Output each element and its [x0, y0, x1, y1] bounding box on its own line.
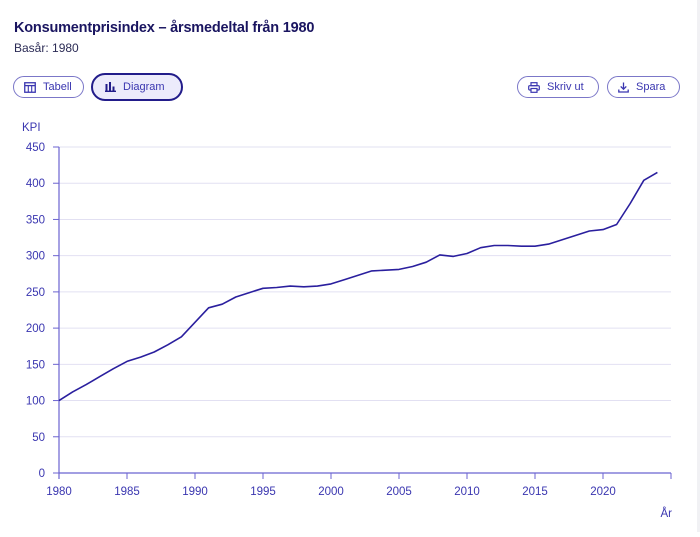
y-tick-label: 150 [26, 359, 45, 371]
y-tick-label: 300 [26, 251, 45, 263]
kpi-line-chart: 0 50 100 150 200 250 300 350 400 450 1980 1985 1990… [0, 110, 700, 532]
print-button[interactable]: Skriv ut [517, 76, 599, 98]
x-tick-label: 2015 [522, 486, 548, 498]
save-button[interactable]: Spara [607, 76, 680, 98]
save-label: Spara [636, 81, 666, 93]
x-axis-label: År [661, 507, 673, 520]
x-tick-label: 1990 [182, 486, 208, 498]
chart-canvas: 0 50 100 150 200 250 300 350 400 450 1980 1985 1990… [22, 122, 673, 520]
y-axis: 0 50 100 150 200 250 300 350 400 450 [26, 142, 60, 480]
x-tick-label: 1985 [114, 486, 140, 498]
bar-chart-icon [105, 82, 116, 92]
x-tick-label: 2005 [386, 486, 412, 498]
download-icon [618, 82, 629, 93]
y-tick-label: 50 [32, 432, 45, 444]
chart-view-label: Diagram [123, 81, 165, 93]
printer-icon [528, 81, 540, 93]
y-tick-label: 400 [26, 178, 45, 190]
table-view-button[interactable]: Tabell [13, 76, 84, 98]
page-right-border [697, 0, 700, 532]
base-year-label: Basår: 1980 [14, 41, 79, 55]
print-label: Skriv ut [547, 81, 584, 93]
x-tick-label: 1980 [46, 486, 72, 498]
page-title: Konsumentprisindex – årsmedeltal från 19… [14, 20, 315, 36]
chart-gridlines [59, 146, 671, 438]
kpi-series-line [58, 171, 658, 402]
y-tick-label: 100 [26, 396, 45, 408]
chart-view-button[interactable]: Diagram [91, 73, 183, 101]
y-tick-label: 350 [26, 214, 45, 226]
y-axis-label: KPI [22, 122, 41, 134]
x-tick-label: 2000 [318, 486, 344, 498]
y-tick-label: 200 [26, 323, 45, 335]
x-tick-label: 2020 [590, 486, 616, 498]
x-tick-label: 2010 [454, 486, 480, 498]
y-tick-label: 250 [26, 287, 45, 299]
y-tick-label: 450 [26, 142, 45, 154]
x-tick-label: 1995 [250, 486, 276, 498]
table-icon [24, 81, 36, 93]
x-axis: 1980 1985 1990 1995 2000 2005 2010 2015 2020 [46, 472, 672, 498]
table-view-label: Tabell [43, 81, 72, 93]
y-tick-label: 0 [39, 468, 45, 480]
